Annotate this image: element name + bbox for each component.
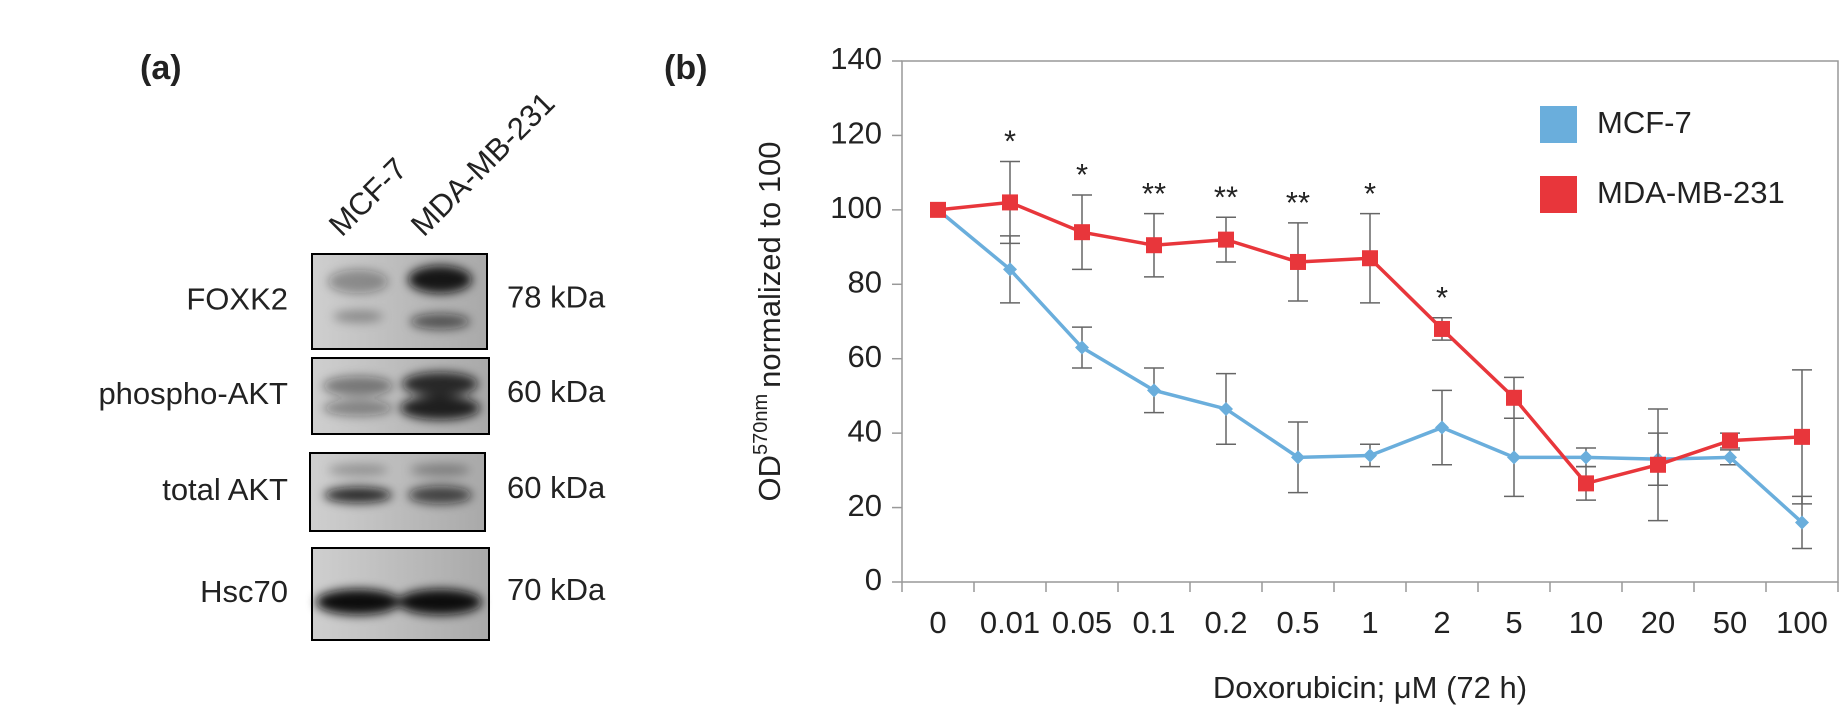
data-point xyxy=(1506,390,1522,406)
protein-label: phospho-AKT xyxy=(98,376,288,411)
legend-swatch xyxy=(1540,106,1577,143)
y-tick-label: 20 xyxy=(848,488,882,523)
y-tick-label: 80 xyxy=(848,264,882,299)
data-point xyxy=(1650,457,1666,473)
band xyxy=(408,266,472,294)
legend-label: MDA-MB-231 xyxy=(1597,175,1785,210)
significance-label: * xyxy=(1076,157,1088,192)
band xyxy=(316,589,400,615)
x-tick-label: 10 xyxy=(1569,605,1603,640)
x-tick-label: 0.05 xyxy=(1052,605,1112,640)
protein-label: total AKT xyxy=(162,472,288,507)
band xyxy=(402,372,478,396)
y-axis-title: OD570nm normalized to 100 xyxy=(750,141,787,501)
band xyxy=(333,311,383,323)
size-label: 60 kDa xyxy=(507,374,606,409)
x-tick-label: 100 xyxy=(1776,605,1828,640)
plot-frame xyxy=(902,61,1838,582)
size-label: 60 kDa xyxy=(507,470,606,505)
data-point xyxy=(1363,448,1377,462)
figure: (a) (b) MCF-7MDA-MB-231FOXK278 kDaphosph… xyxy=(0,0,1841,719)
panel-label: (b) xyxy=(664,49,707,87)
data-point xyxy=(1434,321,1450,337)
blot-background xyxy=(312,358,489,434)
band xyxy=(323,376,393,396)
band xyxy=(323,400,393,416)
data-point xyxy=(1218,232,1234,248)
data-point xyxy=(1074,224,1090,240)
x-tick-label: 0 xyxy=(929,605,946,640)
data-point xyxy=(1290,254,1306,270)
significance-label: ** xyxy=(1286,185,1310,220)
data-point xyxy=(1002,194,1018,210)
significance-label: ** xyxy=(1214,179,1238,214)
x-tick-label: 50 xyxy=(1713,605,1747,640)
y-tick-label: 120 xyxy=(830,116,882,151)
x-tick-label: 0.5 xyxy=(1276,605,1319,640)
y-tick-label: 40 xyxy=(848,413,882,448)
blot-background xyxy=(312,254,487,349)
protein-label: FOXK2 xyxy=(186,282,288,317)
x-tick-label: 5 xyxy=(1505,605,1522,640)
x-axis-title: Doxorubicin; μM (72 h) xyxy=(1213,670,1527,705)
protein-label: Hsc70 xyxy=(200,574,288,609)
size-label: 70 kDa xyxy=(507,572,606,607)
data-point xyxy=(1435,421,1449,435)
data-point xyxy=(1794,429,1810,445)
data-point xyxy=(1146,237,1162,253)
legend-swatch xyxy=(1540,176,1577,213)
x-tick-label: 0.01 xyxy=(980,605,1040,640)
significance-label: * xyxy=(1436,280,1448,315)
significance-label: ** xyxy=(1142,176,1166,211)
lane-label: MCF-7 xyxy=(322,151,414,243)
data-point xyxy=(1578,475,1594,491)
data-point xyxy=(1722,433,1738,449)
band xyxy=(408,486,472,504)
y-tick-label: 100 xyxy=(830,190,882,225)
significance-label: * xyxy=(1004,124,1016,159)
lane-label: MDA-MB-231 xyxy=(404,85,562,243)
y-axis-title-part: normalized to 100 xyxy=(752,141,787,387)
x-tick-label: 20 xyxy=(1641,605,1675,640)
data-point xyxy=(930,202,946,218)
y-axis-title-part: OD xyxy=(752,455,787,502)
x-tick-label: 0.1 xyxy=(1132,605,1175,640)
chart: 0 20 40 60 80 100 120 140 0 0.01 0.05 0.1 0.2 0.5 1 2 5 1… xyxy=(750,41,1838,705)
band xyxy=(400,396,480,420)
band xyxy=(324,487,392,503)
y-tick-label: 0 xyxy=(865,562,882,597)
band xyxy=(410,314,470,330)
data-point xyxy=(1362,250,1378,266)
x-tick-label: 2 xyxy=(1433,605,1450,640)
data-point xyxy=(1507,450,1521,464)
significance-label: * xyxy=(1364,176,1376,211)
panel-label: (a) xyxy=(140,49,182,87)
band xyxy=(398,589,482,615)
y-tick-label: 140 xyxy=(830,41,882,76)
x-tick-label: 1 xyxy=(1361,605,1378,640)
band xyxy=(328,270,388,294)
legend-label: MCF-7 xyxy=(1597,105,1692,140)
y-tick-label: 60 xyxy=(848,339,882,374)
band xyxy=(410,464,470,476)
size-label: 78 kDa xyxy=(507,280,606,315)
x-tick-label: 0.2 xyxy=(1204,605,1247,640)
y-axis-title-part: 570nm xyxy=(750,394,772,455)
band xyxy=(328,464,388,476)
data-point xyxy=(1579,450,1593,464)
